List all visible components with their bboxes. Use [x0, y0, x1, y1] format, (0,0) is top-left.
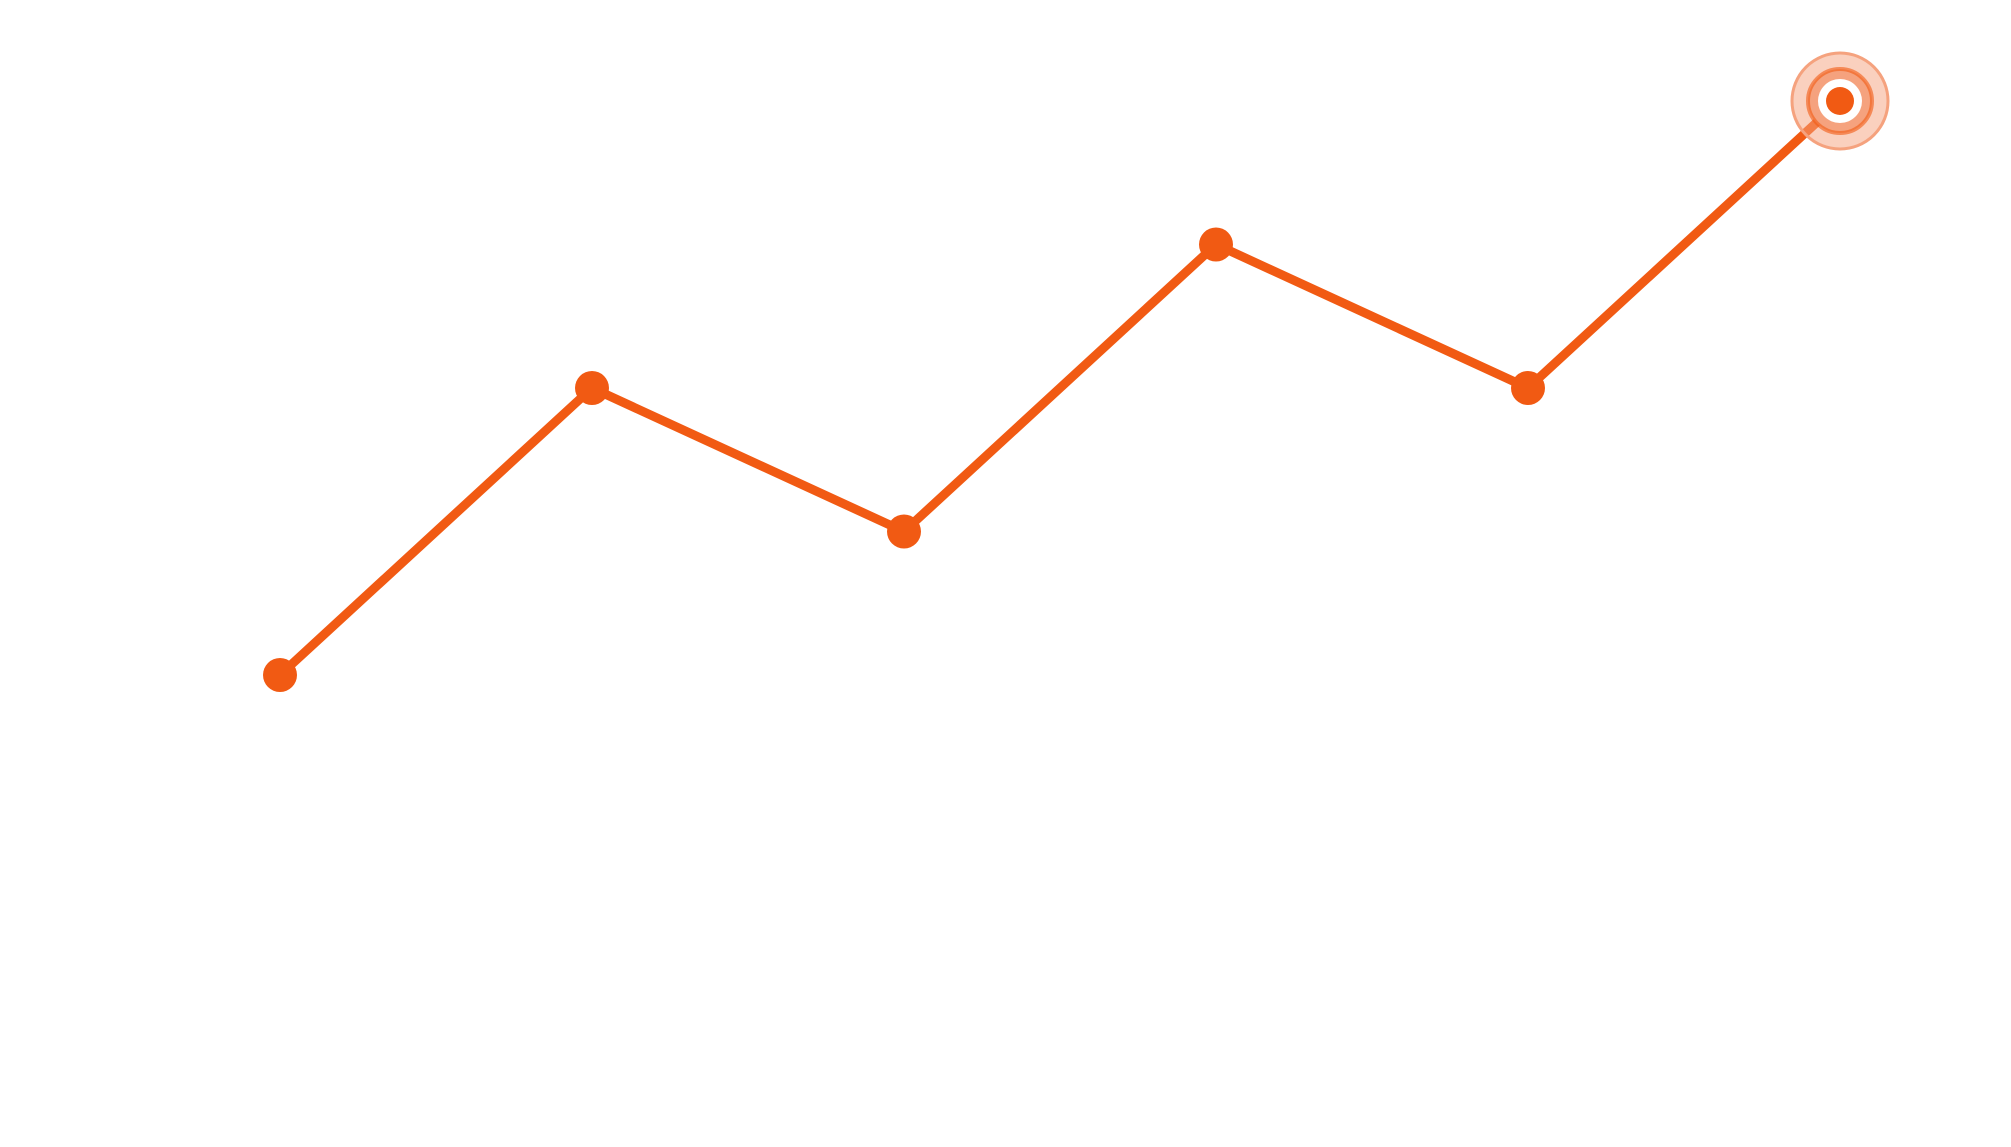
- series-line: [275, 96, 1845, 680]
- data-point[interactable]: [1511, 371, 1545, 405]
- data-point[interactable]: [887, 514, 921, 549]
- points-layer: [263, 51, 1890, 692]
- highlight-dot: [1826, 87, 1854, 115]
- highlighted-point[interactable]: [1790, 51, 1890, 151]
- data-point[interactable]: [575, 371, 609, 405]
- data-point[interactable]: [1199, 227, 1233, 262]
- data-point[interactable]: [263, 658, 297, 692]
- series-layer: [275, 96, 1845, 680]
